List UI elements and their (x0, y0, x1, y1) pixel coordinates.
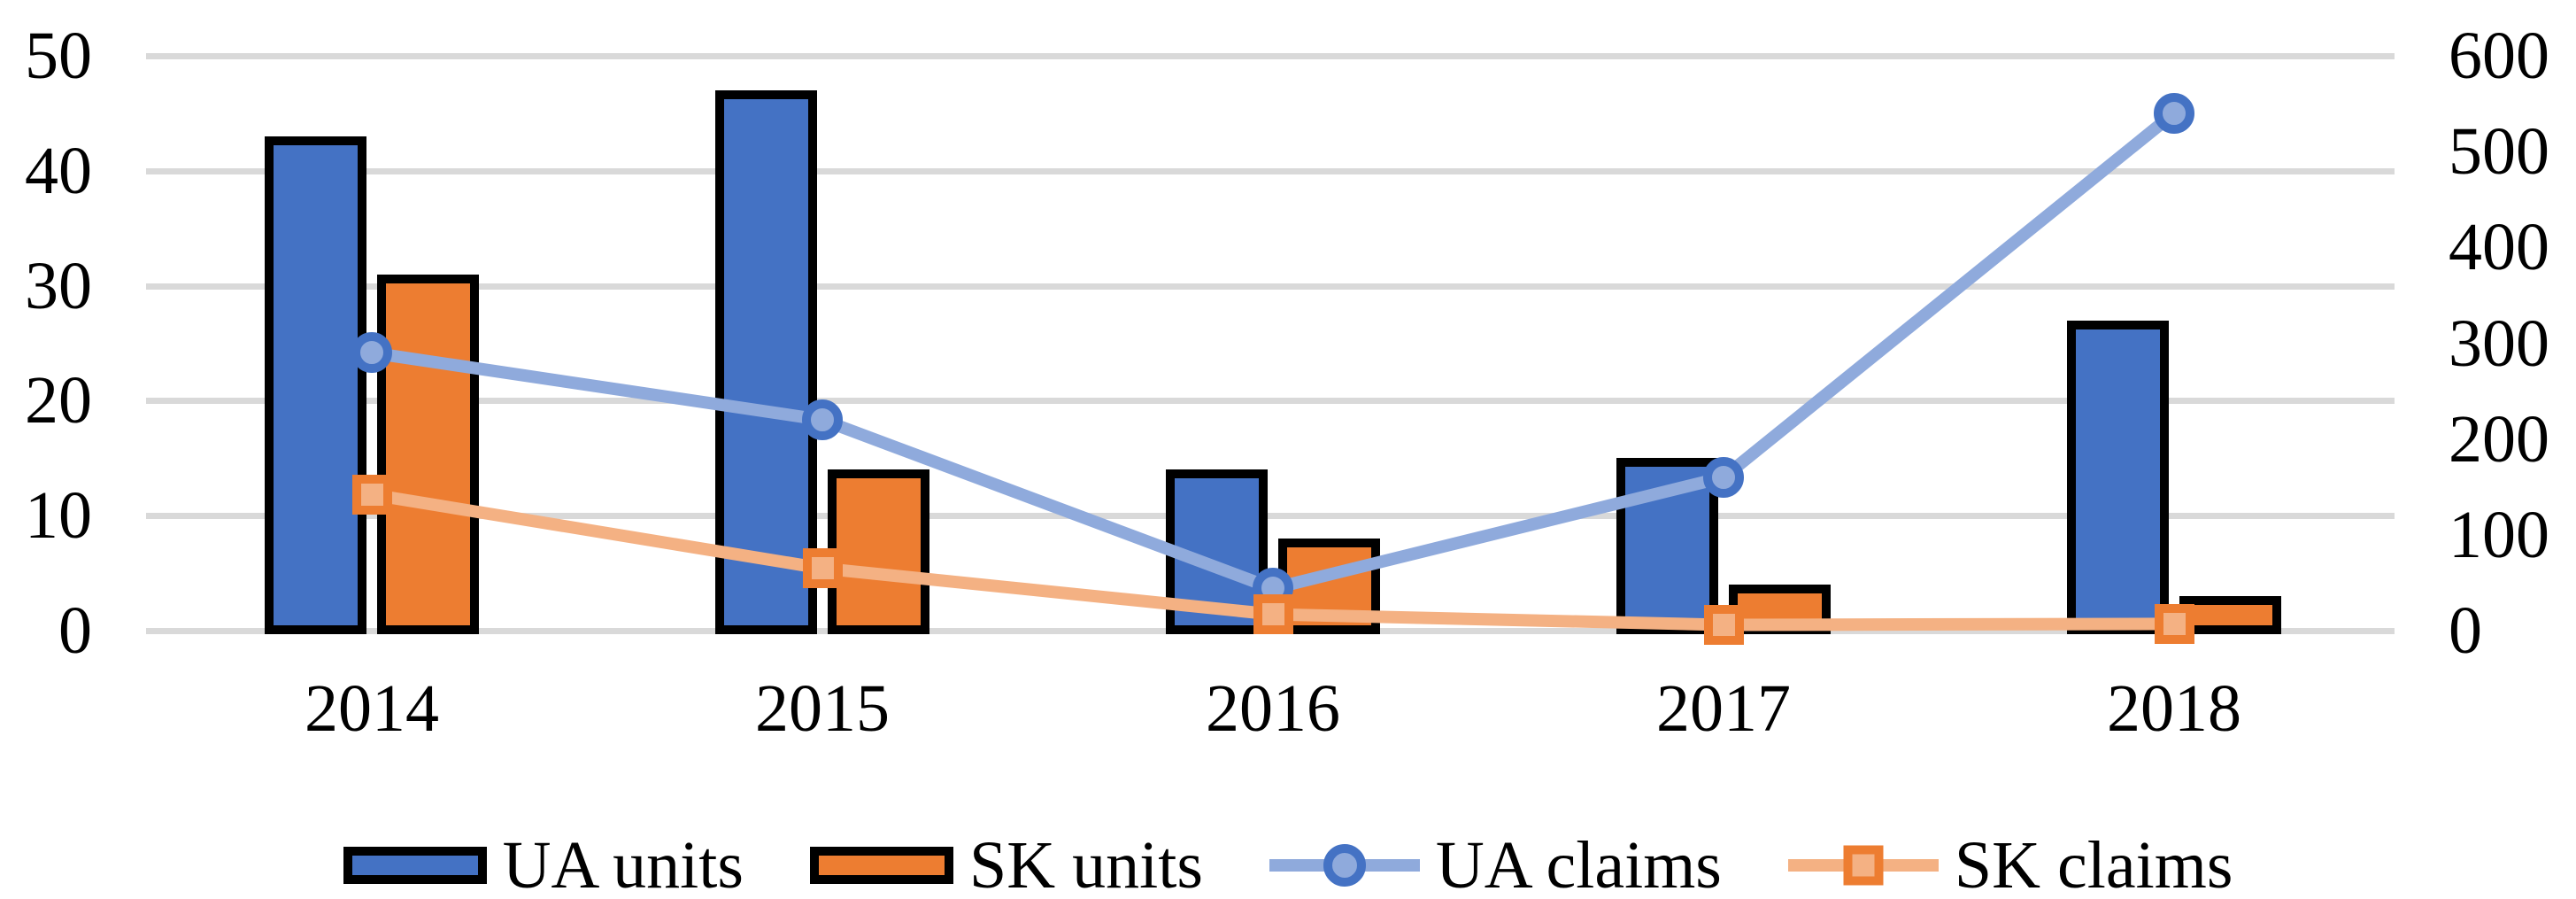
x-axis-label: 2016 (1206, 671, 1340, 746)
circle-marker-ua-claims-2017 (1703, 456, 1744, 498)
gridline (146, 398, 2395, 405)
left-axis-tick: 0 (58, 593, 92, 668)
left-axis: 50 40 30 20 10 0 (0, 0, 92, 899)
bar-ua-units-2014 (265, 136, 366, 634)
bar-ua-units-2015 (715, 89, 817, 634)
x-axis-label: 2014 (305, 671, 439, 746)
circle-marker-ua-claims-2015 (802, 399, 843, 441)
legend-label: SK claims (1954, 828, 2233, 899)
x-axis-label: 2015 (755, 671, 890, 746)
bar-sk-units-2014 (377, 274, 479, 634)
legend-swatch-bar-icon (809, 847, 953, 884)
line-ua-claims (366, 106, 2180, 595)
right-axis-tick: 0 (2449, 593, 2482, 668)
square-marker-icon (1843, 845, 1884, 886)
right-axis-tick: 500 (2449, 114, 2549, 190)
gridline (146, 513, 2395, 520)
x-axis-label: 2018 (2107, 671, 2241, 746)
right-axis-tick: 300 (2449, 306, 2549, 381)
legend-label: UA units (502, 828, 744, 899)
legend-swatch-line-square-icon (1787, 845, 1939, 886)
square-marker-sk-claims-2018 (2154, 603, 2194, 644)
legend-item-ua-units: UA units (343, 832, 744, 899)
right-axis: 600 500 400 300 200 100 0 (2449, 0, 2576, 899)
right-axis-tick: 400 (2449, 210, 2549, 285)
right-axis-tick: 600 (2449, 19, 2549, 93)
legend-label: UA claims (1435, 828, 1722, 899)
legend-label: SK units (968, 828, 1203, 899)
gridline (146, 283, 2395, 290)
square-marker-sk-claims-2016 (1253, 594, 1293, 635)
legend-item-ua-claims: UA claims (1269, 832, 1722, 899)
legend-item-sk-units: SK units (809, 828, 1203, 899)
gridline (146, 167, 2395, 174)
left-axis-tick: 40 (25, 133, 92, 208)
circle-marker-ua-claims-2018 (2154, 92, 2194, 134)
square-marker-sk-claims-2015 (802, 548, 843, 589)
right-axis-tick: 200 (2449, 401, 2549, 477)
legend: UA units SK units UA claims SK claims (0, 832, 2576, 899)
left-axis-tick: 20 (25, 363, 92, 438)
left-axis-tick: 50 (25, 19, 92, 93)
gridline (146, 53, 2395, 59)
left-axis-tick: 10 (25, 478, 92, 554)
left-axis-tick: 30 (25, 248, 92, 323)
square-marker-sk-claims-2017 (1703, 605, 1744, 645)
circle-marker-ua-claims-2014 (351, 332, 392, 374)
right-axis-tick: 100 (2449, 497, 2549, 572)
legend-swatch-line-circle-icon (1269, 844, 1420, 887)
legend-item-sk-claims: SK claims (1787, 828, 2233, 899)
square-marker-sk-claims-2014 (351, 474, 392, 515)
legend-swatch-bar-icon (343, 847, 487, 884)
x-axis-label: 2017 (1656, 671, 1791, 746)
circle-marker-icon (1323, 844, 1366, 887)
